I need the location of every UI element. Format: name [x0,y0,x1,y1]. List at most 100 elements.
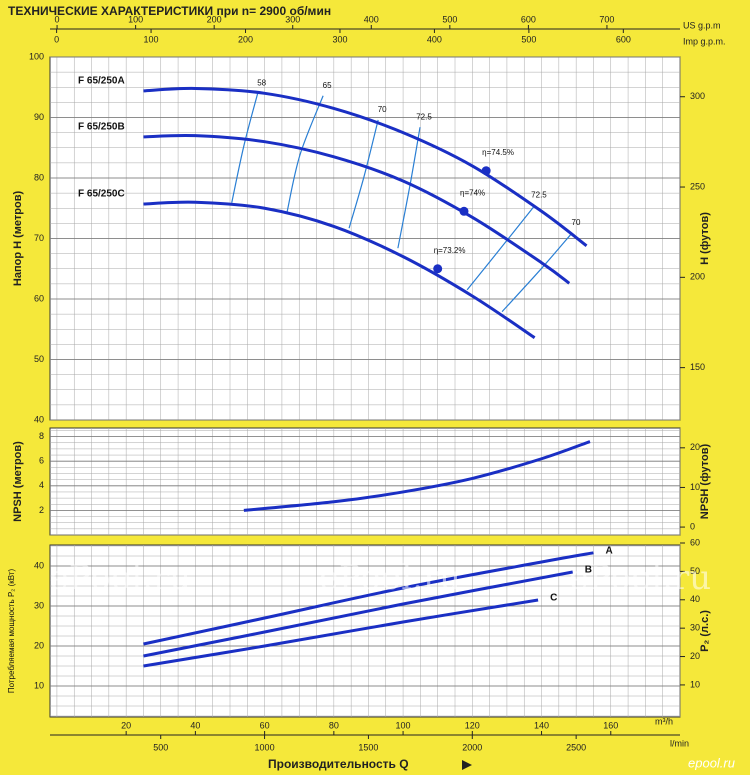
flow-tick-label: 140 [534,720,549,730]
y2-tick-label: 0 [690,521,695,531]
y2-tick-label: 30 [690,623,700,633]
flow-tick-label: 400 [364,14,379,24]
y-tick-label: 90 [34,112,44,122]
efficiency-label: 72.5 [416,112,432,121]
flow-tick-label: 600 [616,34,631,44]
y2-tick-label: 300 [690,91,705,101]
efficiency-label: 70 [572,218,581,227]
efficiency-point [433,264,443,274]
y-tick-label: 10 [34,680,44,690]
y2-tick-label: 10 [690,679,700,689]
efficiency-line [231,93,259,203]
y-tick-label: 80 [34,172,44,182]
flow-tick-label: 100 [144,34,159,44]
y2-tick-label: 40 [690,594,700,604]
y-tick-label: 40 [34,414,44,424]
flow-tick-label: 200 [238,34,253,44]
curve-name: A [605,545,612,556]
y-tick-label: 4 [39,480,44,490]
efficiency-line [348,119,379,229]
y-tick-label: 60 [34,293,44,303]
flow-tick-label: 100 [128,14,143,24]
flow-tick-label: 2500 [566,742,586,752]
flow-tick-label: 500 [153,742,168,752]
curve [143,86,588,247]
watermark: ePool.ru [49,558,191,598]
curve-name: F 65/250B [78,122,125,133]
flow-tick-label: 300 [285,14,300,24]
efficiency-label: 70 [378,105,387,114]
y-axis-title: Потребляемая мощность P₂ (кВт) [7,568,16,693]
curve [143,570,573,658]
flow-tick-label: 500 [521,34,536,44]
logo: epool.ru [688,755,735,770]
curve-name: C [550,593,557,604]
y-axis-title: NPSH (метров) [12,441,24,522]
y2-tick-label: 10 [690,482,700,492]
flow-tick-label: 1500 [358,742,378,752]
flow-tick-label: 80 [329,720,339,730]
flow-tick-label: 0 [54,34,59,44]
flow-tick-label: 40 [190,720,200,730]
flow-tick-label: 1000 [255,742,275,752]
efficiency-point-label: η=74% [460,188,485,197]
x-axis-title: Производительность Q [268,757,409,771]
y-tick-label: 6 [39,456,44,466]
efficiency-line [501,232,573,313]
flow-tick-label: 160 [603,720,618,730]
efficiency-point-label: η=73.2% [434,246,466,255]
curve-name: B [585,565,592,576]
flow-tick-label: 60 [260,720,270,730]
y2-tick-label: 50 [690,566,700,576]
curve [143,598,539,668]
chart-title: ТЕХНИЧЕСКИЕ ХАРАКТЕРИСТИКИ при n= 2900 о… [8,4,331,18]
curve [243,440,591,512]
flow-tick-label: 120 [465,720,480,730]
curve-name: F 65/250A [78,76,125,87]
flow-axis-unit: US g.p.m [683,20,721,30]
efficiency-label: 72.5 [531,190,547,199]
flow-axis-unit: Imp g.p.m. [683,36,726,46]
y-tick-label: 2 [39,505,44,515]
y2-tick-label: 200 [690,272,705,282]
efficiency-point [481,166,491,176]
plot-area [49,544,681,718]
flow-tick-label: 500 [442,14,457,24]
arrow [462,760,472,770]
y-tick-label: 8 [39,431,44,441]
flow-tick-label: 200 [207,14,222,24]
efficiency-line [286,95,324,213]
y-axis-title: Напор H (метров) [12,191,24,287]
curve [143,133,571,285]
y2-tick-label: 20 [690,442,700,452]
curve [143,200,536,339]
curve-name: F 65/250C [78,189,125,200]
y2-axis-title: P₂ (л.с.) [699,610,711,652]
flow-tick-label: 300 [332,34,347,44]
flow-axis-unit: m³/h [655,716,673,726]
y2-axis-title: NPSH (футов) [699,443,711,519]
watermark: ePool.ru [569,558,711,598]
y-tick-label: 100 [29,51,44,61]
efficiency-label: 58 [257,78,266,87]
y2-tick-label: 150 [690,362,705,372]
y-tick-label: 70 [34,233,44,243]
flow-tick-label: 400 [427,34,442,44]
y2-tick-label: 250 [690,181,705,191]
efficiency-point [459,206,469,216]
y-tick-label: 30 [34,600,44,610]
flow-tick-label: 20 [121,720,131,730]
flow-tick-label: 600 [521,14,536,24]
efficiency-label: 65 [323,81,332,90]
y2-axis-title: H (футов) [699,212,711,265]
efficiency-point-label: η=74.5% [482,148,514,157]
y-tick-label: 50 [34,354,44,364]
curve [143,551,594,646]
flow-axis-unit: l/min [670,738,689,748]
flow-tick-label: 700 [599,14,614,24]
flow-tick-label: 100 [396,720,411,730]
flow-tick-label: 0 [55,14,60,24]
y-tick-label: 20 [34,640,44,650]
efficiency-line [466,204,536,291]
